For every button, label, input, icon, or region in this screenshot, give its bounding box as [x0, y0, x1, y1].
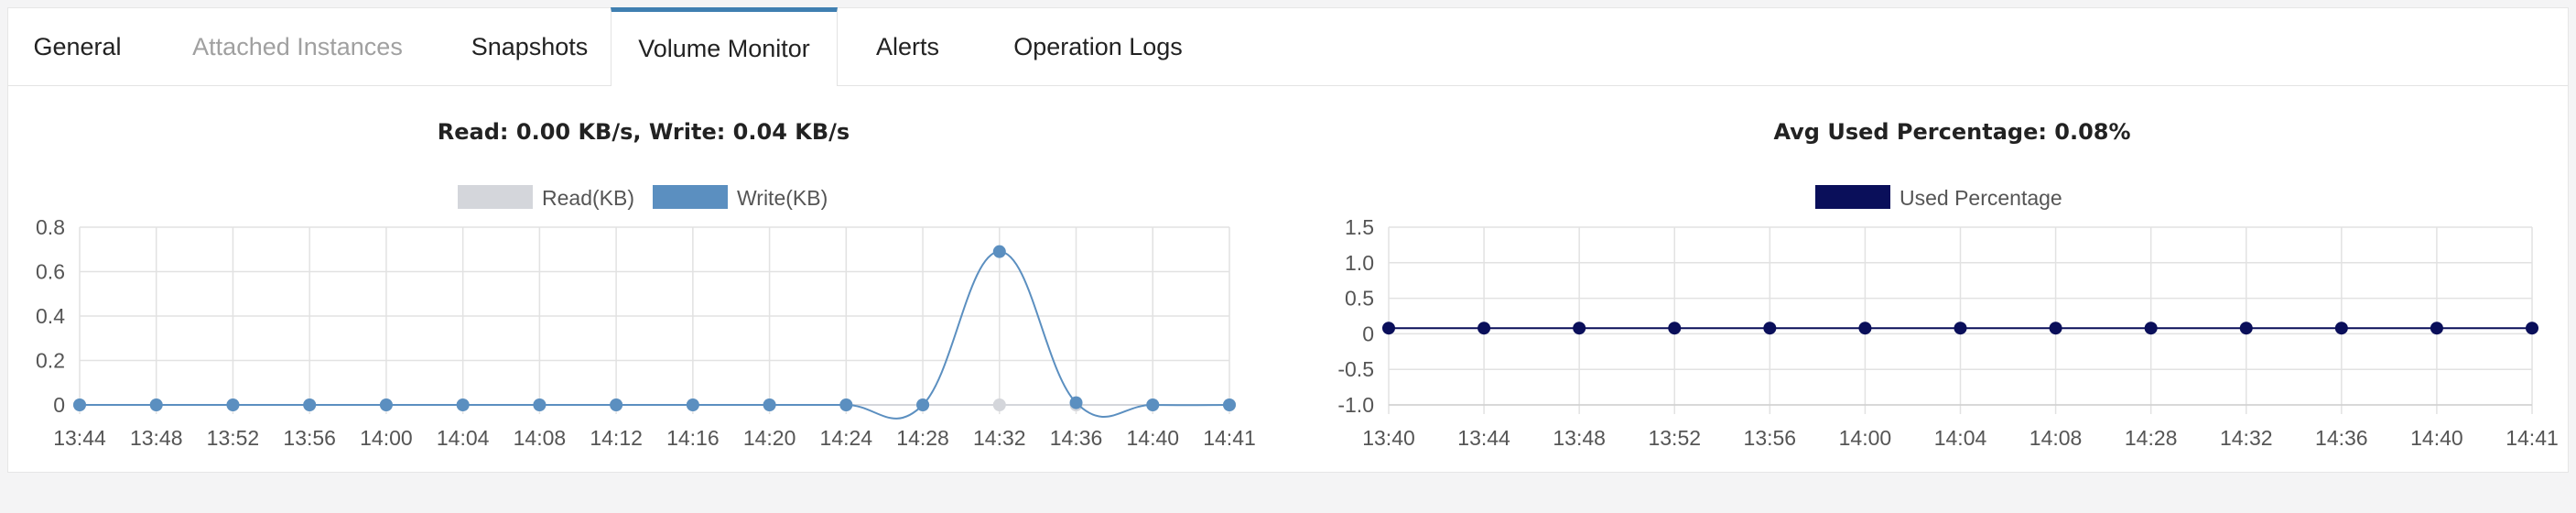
x-tick-label: 13:52: [1648, 426, 1701, 450]
chart-title: Read: 0.00 KB/s, Write: 0.04 KB/s: [438, 119, 850, 145]
x-tick-label: 13:48: [130, 426, 183, 450]
data-point[interactable]: [1668, 322, 1682, 335]
x-tick-label: 14:41: [1203, 426, 1256, 450]
data-point[interactable]: [1382, 322, 1395, 335]
data-point[interactable]: [456, 398, 470, 411]
legend-swatch[interactable]: [1815, 185, 1890, 209]
x-tick-label: 14:32: [973, 426, 1026, 450]
data-point[interactable]: [1763, 322, 1777, 335]
data-point[interactable]: [686, 398, 699, 411]
tab-alerts[interactable]: Alerts: [875, 32, 940, 60]
y-tick-label: 0.8: [36, 215, 65, 239]
data-point[interactable]: [992, 398, 1006, 411]
x-tick-label: 14:12: [590, 426, 643, 450]
data-point[interactable]: [992, 245, 1006, 258]
x-tick-label: 14:04: [437, 426, 490, 450]
y-tick-label: 0: [53, 393, 65, 417]
x-tick-label: 13:56: [1744, 426, 1797, 450]
x-tick-label: 14:20: [743, 426, 796, 450]
x-tick-label: 14:08: [514, 426, 567, 450]
x-tick-label: 13:44: [53, 426, 106, 450]
tab-operation-logs[interactable]: Operation Logs: [1013, 32, 1183, 60]
data-point[interactable]: [763, 398, 776, 411]
data-point[interactable]: [2334, 322, 2348, 335]
x-tick-label: 14:32: [2220, 426, 2273, 450]
x-tick-label: 13:56: [283, 426, 336, 450]
y-tick-label: 0: [1362, 322, 1374, 345]
x-tick-label: 14:00: [360, 426, 413, 450]
data-point[interactable]: [2144, 322, 2158, 335]
data-point[interactable]: [1858, 322, 1872, 335]
data-point[interactable]: [2526, 322, 2538, 335]
x-tick-label: 13:52: [207, 426, 260, 450]
data-point[interactable]: [1954, 322, 1967, 335]
chart-title: Avg Used Percentage: 0.08%: [1773, 119, 2130, 145]
y-tick-label: -1.0: [1337, 393, 1374, 417]
data-point[interactable]: [839, 398, 853, 411]
x-tick-label: 13:44: [1457, 426, 1510, 450]
y-tick-label: 0.5: [1345, 287, 1374, 311]
legend-label[interactable]: Read(KB): [542, 186, 634, 210]
data-point[interactable]: [2049, 322, 2062, 335]
data-point[interactable]: [1069, 396, 1083, 409]
data-point[interactable]: [149, 398, 163, 411]
x-tick-label: 14:41: [2506, 426, 2559, 450]
x-tick-label: 14:28: [2125, 426, 2178, 450]
y-tick-label: -0.5: [1337, 357, 1374, 381]
x-tick-label: 14:40: [1126, 426, 1179, 450]
data-point[interactable]: [73, 398, 86, 411]
x-tick-label: 14:24: [820, 426, 873, 450]
data-point[interactable]: [916, 398, 930, 411]
y-tick-label: 0.2: [36, 349, 65, 373]
legend-label[interactable]: Write(KB): [737, 186, 828, 210]
data-point[interactable]: [610, 398, 623, 411]
x-tick-label: 14:40: [2410, 426, 2463, 450]
legend-swatch[interactable]: [653, 185, 728, 209]
legend-swatch[interactable]: [458, 185, 533, 209]
tab-snapshots[interactable]: Snapshots: [471, 32, 589, 60]
legend-label[interactable]: Used Percentage: [1900, 186, 2062, 210]
panel-bottom-divider: [8, 472, 2568, 473]
data-point[interactable]: [1573, 322, 1586, 335]
tab-volume-monitor[interactable]: Volume Monitor: [611, 7, 838, 86]
y-tick-label: 0.4: [36, 304, 65, 328]
tab-attached-instances[interactable]: Attached Instances: [192, 32, 403, 60]
series-line: [80, 250, 1230, 420]
data-point[interactable]: [379, 398, 393, 411]
x-tick-label: 14:08: [2029, 426, 2083, 450]
data-point[interactable]: [2430, 322, 2443, 335]
x-tick-label: 14:36: [2315, 426, 2368, 450]
data-point[interactable]: [303, 398, 317, 411]
x-tick-label: 14:28: [896, 426, 949, 450]
io-throughput-chart: Read: 0.00 KB/s, Write: 0.04 KB/s Read(KB…: [36, 119, 1256, 450]
data-point[interactable]: [1223, 398, 1236, 411]
x-tick-label: 13:40: [1362, 426, 1415, 450]
data-point[interactable]: [1146, 398, 1160, 411]
volume-detail-panel: General Attached Instances Snapshots Vol…: [7, 7, 2569, 473]
data-point[interactable]: [533, 398, 547, 411]
x-tick-label: 13:48: [1553, 426, 1606, 450]
x-tick-label: 14:16: [666, 426, 720, 450]
y-tick-label: 1.0: [1345, 251, 1374, 275]
tab-bar: General Attached Instances Snapshots Vol…: [8, 7, 2568, 86]
tab-general[interactable]: General: [33, 32, 122, 60]
x-tick-label: 14:36: [1050, 426, 1103, 450]
x-tick-label: 14:00: [1839, 426, 1892, 450]
x-tick-label: 14:04: [1934, 426, 1987, 450]
data-point[interactable]: [1477, 322, 1491, 335]
y-tick-label: 0.6: [36, 260, 65, 284]
data-point[interactable]: [226, 398, 240, 411]
data-point[interactable]: [2239, 322, 2253, 335]
used-percentage-chart: Avg Used Percentage: 0.08% Used Percentag…: [1337, 119, 2559, 450]
y-tick-label: 1.5: [1345, 215, 1374, 239]
